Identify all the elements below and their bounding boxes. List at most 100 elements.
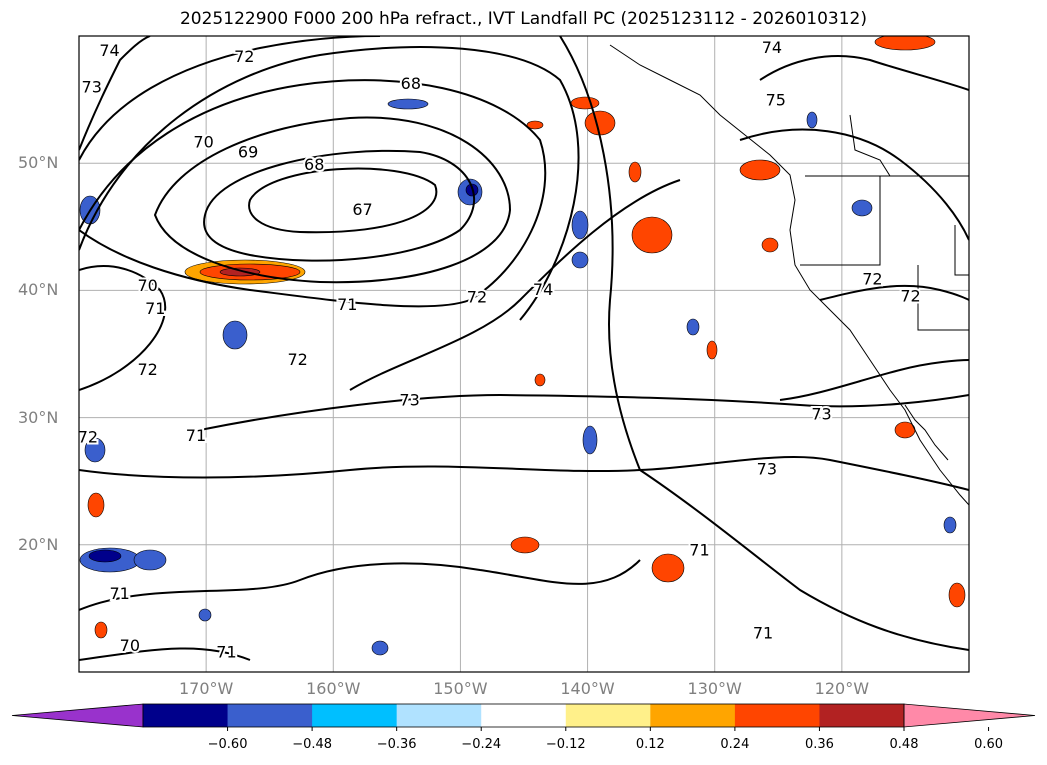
- negative-anomaly-patch: [88, 549, 122, 563]
- negative-anomaly-patch: [851, 199, 873, 217]
- positive-anomaly-patch: [706, 340, 718, 360]
- negative-anomaly-patch: [84, 437, 106, 463]
- negative-anomaly-patch: [943, 516, 957, 534]
- positive-anomaly-patch: [94, 621, 108, 639]
- contour-label: 72: [234, 47, 254, 66]
- latitude-label: 50°N: [18, 153, 59, 173]
- negative-anomaly-patch: [571, 210, 589, 240]
- chart-title: 2025122900 F000 200 hPa refract., IVT La…: [179, 9, 867, 29]
- contour-line-72e: [819, 284, 969, 301]
- contour-line-70: [79, 79, 547, 308]
- negative-anomaly-patch: [222, 320, 248, 350]
- longitude-label: 140°W: [560, 679, 615, 698]
- positive-anomaly-patch: [948, 582, 966, 608]
- contour-label: 72: [288, 350, 308, 369]
- colorbar-over-extension: [903, 703, 1036, 728]
- coastlines: [609, 44, 969, 506]
- contour-line-71b: [79, 455, 969, 491]
- positive-anomaly-patch: [739, 159, 781, 181]
- colorbar-segment: [565, 704, 651, 727]
- contour-line-70b: [79, 647, 251, 661]
- refractivity-contours: [79, 36, 969, 661]
- positive-anomaly-patch: [526, 120, 544, 130]
- longitude-label: 160°W: [306, 679, 361, 698]
- colorbar-tick-label: −0.48: [292, 737, 333, 752]
- contour-label: 71: [186, 426, 206, 445]
- contour-label: 67: [352, 200, 372, 219]
- anomaly-shading: [79, 36, 966, 656]
- positive-anomaly-patch: [510, 536, 540, 554]
- positive-anomaly-patch: [534, 373, 546, 387]
- longitude-label: 170°W: [178, 679, 234, 698]
- negative-anomaly-patch: [806, 111, 818, 129]
- contour-label: 72: [900, 286, 920, 305]
- colorbar-under-extension: [11, 703, 144, 728]
- colorbar-segment: [227, 704, 313, 727]
- contour-label: 69: [238, 143, 258, 162]
- contour-line-68: [203, 149, 476, 262]
- contour-label: 68: [401, 74, 421, 93]
- contour-label: 72: [78, 427, 98, 446]
- contour-line-74: [559, 36, 641, 471]
- contour-label: 74: [533, 280, 553, 299]
- contour-labels: 74 72 68 73 74 75 70 69 68 67 70 71 71 72 74 72 72 72 72 73…: [78, 36, 923, 663]
- positive-anomaly-patch: [87, 492, 105, 518]
- negative-anomaly-patch: [686, 318, 700, 336]
- colorbar-tick-label: 0.24: [720, 737, 750, 752]
- contour-line-67: [248, 167, 438, 234]
- negative-anomaly-patch: [387, 98, 429, 110]
- positive-anomaly-patch: [628, 161, 642, 183]
- contour-label: 71: [145, 299, 165, 318]
- positive-anomaly-patch: [874, 36, 936, 51]
- positive-anomaly-patch: [631, 216, 673, 254]
- contour-line-72: [79, 36, 381, 161]
- positive-anomaly-patch: [570, 96, 600, 110]
- contour-label: 75: [766, 90, 786, 109]
- contour-label: 73: [757, 459, 777, 478]
- positive-anomaly-patch: [761, 237, 779, 253]
- contour-label: 74: [762, 38, 782, 57]
- contour-line-73d: [779, 359, 969, 401]
- colorbar-segment: [734, 704, 820, 727]
- contour-label: 71: [753, 623, 773, 642]
- negative-anomaly-patch: [198, 608, 212, 622]
- colorbar-tick-label: 0.48: [889, 737, 919, 752]
- latitude-label: 20°N: [18, 534, 59, 554]
- contour-label: 70: [193, 132, 213, 151]
- contour-label: 71: [337, 295, 357, 314]
- longitude-label: 120°W: [814, 679, 870, 698]
- latitude-label: 40°N: [18, 280, 59, 300]
- contour-label: 68: [304, 155, 324, 174]
- longitude-label: 150°W: [433, 679, 488, 698]
- contour-label: 73: [82, 78, 102, 97]
- negative-anomaly-patch: [133, 549, 167, 571]
- colorbar-tick-label: 0.60: [974, 737, 1004, 752]
- colorbar-segment: [819, 704, 905, 727]
- colorbar-segment: [481, 704, 567, 727]
- colorbar-tick-label: 0.36: [804, 737, 834, 752]
- colorbar-tick-label: −0.24: [461, 737, 502, 752]
- contour-line-71: [79, 46, 580, 321]
- contour-line-71c: [79, 559, 641, 611]
- latitude-label: 30°N: [18, 407, 59, 427]
- colorbar-tick-label: −0.60: [207, 737, 248, 752]
- longitude-label: 130°W: [687, 679, 742, 698]
- positive-anomaly-patch: [651, 553, 685, 583]
- colorbar-segment: [143, 704, 229, 727]
- contour-label: 72: [467, 288, 487, 307]
- colorbar-segment: [650, 704, 736, 727]
- contour-line-71d: [639, 469, 969, 651]
- contour-label: 70: [120, 636, 140, 655]
- contour-line-72b: [349, 179, 681, 391]
- colorbar-tick-label: −0.36: [376, 737, 417, 752]
- contour-line-72c: [79, 265, 167, 391]
- contour-label: 70: [137, 276, 157, 295]
- contour-label: 73: [399, 391, 419, 410]
- contour-line-73b: [199, 393, 969, 431]
- contour-line-69: [153, 116, 512, 284]
- negative-anomaly-patch: [571, 251, 589, 269]
- contour-line-72d: [759, 55, 969, 91]
- map-content: 74 72 68 73 74 75 70 69 68 67 70 71 71 72 74 72 72 72 72 73…: [78, 36, 969, 672]
- contour-line-73c: [739, 128, 969, 241]
